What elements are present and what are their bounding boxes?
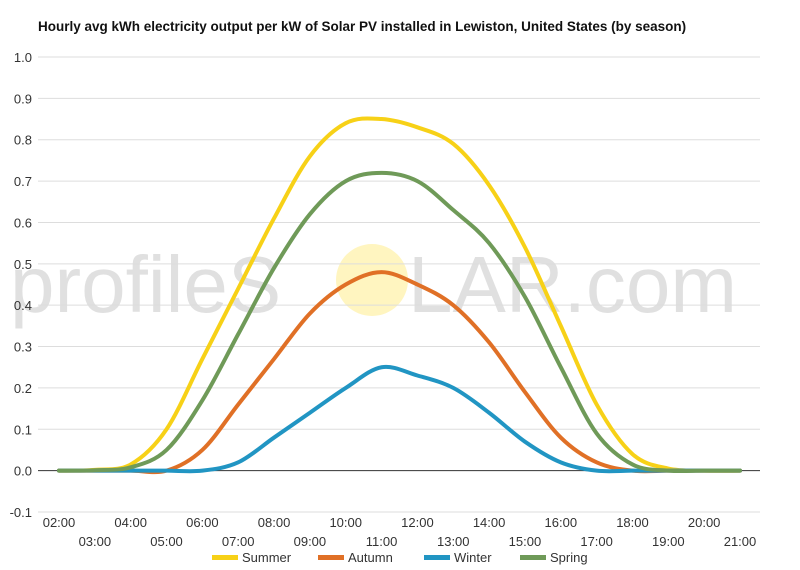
legend: Summer Autumn Winter Spring [212, 550, 588, 565]
y-tick-label: 0.0 [14, 464, 32, 479]
y-tick-label: 0.4 [14, 298, 32, 313]
x-tick-label: 06:00 [186, 515, 219, 530]
legend-label-summer: Summer [242, 550, 292, 565]
series-line-summer [57, 116, 742, 473]
legend-label-winter: Winter [454, 550, 492, 565]
x-tick-label: 04:00 [114, 515, 147, 530]
x-tick-label: 12:00 [401, 515, 434, 530]
watermark-sun-icon [336, 244, 408, 316]
x-tick-label: 10:00 [329, 515, 362, 530]
x-axis: 02:0003:0004:0005:0006:0007:0008:0009:00… [43, 515, 757, 549]
watermark: profileS LAR.com [10, 240, 737, 329]
legend-swatch-spring [520, 555, 546, 560]
watermark-text-left: profileS [10, 240, 281, 329]
x-tick-label: 14:00 [473, 515, 506, 530]
x-tick-label: 11:00 [366, 534, 398, 549]
y-tick-label: 0.7 [14, 174, 32, 189]
grid [38, 56, 760, 513]
x-tick-label: 16:00 [545, 515, 578, 530]
y-tick-label: 0.3 [14, 340, 32, 355]
legend-swatch-summer [212, 555, 238, 560]
legend-label-autumn: Autumn [348, 550, 393, 565]
y-tick-label: 0.5 [14, 257, 32, 272]
y-tick-label: 0.2 [14, 381, 32, 396]
series-lines [57, 116, 742, 475]
x-tick-label: 20:00 [688, 515, 721, 530]
x-tick-label: 09:00 [294, 534, 327, 549]
series-line-spring [57, 170, 742, 474]
legend-swatch-autumn [318, 555, 344, 560]
series-line-winter [57, 364, 742, 474]
x-tick-label: 19:00 [652, 534, 685, 549]
x-tick-label: 05:00 [150, 534, 183, 549]
x-tick-label: 03:00 [79, 534, 112, 549]
watermark-text-right: LAR.com [408, 240, 737, 329]
x-tick-label: 08:00 [258, 515, 291, 530]
y-tick-label: 0.6 [14, 215, 32, 230]
x-tick-label: 21:00 [724, 534, 757, 549]
x-tick-label: 07:00 [222, 534, 255, 549]
y-tick-label: -0.1 [10, 505, 32, 520]
x-tick-label: 18:00 [616, 515, 649, 530]
y-tick-label: 1.0 [14, 50, 32, 65]
x-tick-label: 15:00 [509, 534, 542, 549]
legend-swatch-winter [424, 555, 450, 560]
y-tick-label: 0.1 [14, 422, 32, 437]
y-tick-label: 0.8 [14, 133, 32, 148]
x-tick-label: 13:00 [437, 534, 470, 549]
x-tick-label: 17:00 [580, 534, 613, 549]
y-axis: -0.1 0.0 0.1 0.2 0.3 0.4 0.5 0.6 0.7 0.8 0.9 1.0 [10, 50, 32, 520]
y-tick-label: 0.9 [14, 91, 32, 106]
x-tick-label: 02:00 [43, 515, 76, 530]
legend-label-spring: Spring [550, 550, 588, 565]
chart-title: Hourly avg kWh electricity output per kW… [38, 19, 687, 34]
